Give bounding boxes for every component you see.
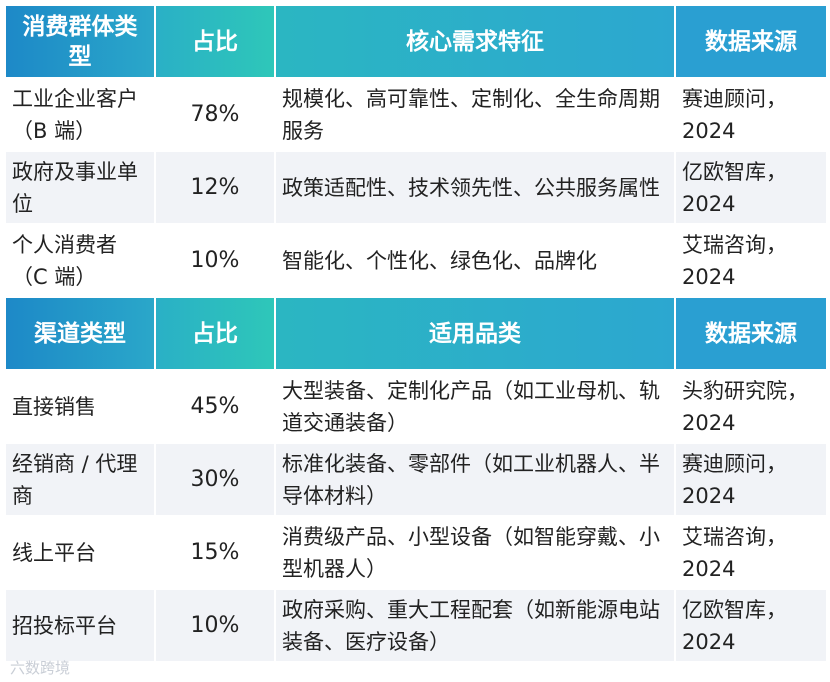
table-row: 经销商 / 代理商 30% 标准化装备、零部件（如工业机器人、半导体材料） 赛迪… — [6, 444, 826, 515]
header-share: 占比 — [156, 298, 274, 369]
table-row: 工业企业客户（B 端） 78% 规模化、高可靠性、定制化、全生命周期服务 赛迪顾… — [6, 79, 826, 150]
consumer-header-row: 消费群体类型 占比 核心需求特征 数据来源 — [6, 6, 826, 77]
table-row: 线上平台 15% 消费级产品、小型设备（如智能穿戴、小型机器人） 艾瑞咨询，20… — [6, 517, 826, 588]
header-category: 适用品类 — [276, 298, 674, 369]
header-source: 数据来源 — [676, 298, 826, 369]
cell-channel-type: 直接销售 — [6, 371, 154, 442]
cell-channel-type: 招投标平台 — [6, 590, 154, 661]
header-core-needs: 核心需求特征 — [276, 6, 674, 77]
table-row: 政府及事业单位 12% 政策适配性、技术领先性、公共服务属性 亿欧智库，2024 — [6, 152, 826, 223]
header-source: 数据来源 — [676, 6, 826, 77]
cell-share: 12% — [156, 152, 274, 223]
cell-share: 15% — [156, 517, 274, 588]
cell-consumer-type: 政府及事业单位 — [6, 152, 154, 223]
cell-consumer-type: 工业企业客户（B 端） — [6, 79, 154, 150]
cell-share: 78% — [156, 79, 274, 150]
watermark: 六数跨境 — [10, 659, 71, 677]
cell-category: 政府采购、重大工程配套（如新能源电站装备、医疗设备） — [276, 590, 674, 661]
cell-category: 大型装备、定制化产品（如工业母机、轨道交通装备） — [276, 371, 674, 442]
cell-share: 45% — [156, 371, 274, 442]
cell-category: 消费级产品、小型设备（如智能穿戴、小型机器人） — [276, 517, 674, 588]
cell-category: 标准化装备、零部件（如工业机器人、半导体材料） — [276, 444, 674, 515]
header-consumer-type: 消费群体类型 — [6, 6, 154, 77]
cell-source: 赛迪顾问，2024 — [676, 444, 826, 515]
cell-source: 艾瑞咨询，2024 — [676, 225, 826, 296]
data-table: 消费群体类型 占比 核心需求特征 数据来源 工业企业客户（B 端） 78% 规模… — [4, 4, 828, 663]
cell-share: 30% — [156, 444, 274, 515]
cell-source: 亿欧智库，2024 — [676, 152, 826, 223]
header-channel-type: 渠道类型 — [6, 298, 154, 369]
table-row: 招投标平台 10% 政府采购、重大工程配套（如新能源电站装备、医疗设备） 亿欧智… — [6, 590, 826, 661]
cell-source: 亿欧智库，2024 — [676, 590, 826, 661]
cell-share: 10% — [156, 590, 274, 661]
cell-core-needs: 政策适配性、技术领先性、公共服务属性 — [276, 152, 674, 223]
cell-core-needs: 智能化、个性化、绿色化、品牌化 — [276, 225, 674, 296]
cell-source: 赛迪顾问，2024 — [676, 79, 826, 150]
cell-channel-type: 线上平台 — [6, 517, 154, 588]
cell-core-needs: 规模化、高可靠性、定制化、全生命周期服务 — [276, 79, 674, 150]
table-row: 个人消费者（C 端） 10% 智能化、个性化、绿色化、品牌化 艾瑞咨询，2024 — [6, 225, 826, 296]
channel-header-row: 渠道类型 占比 适用品类 数据来源 — [6, 298, 826, 369]
cell-source: 艾瑞咨询，2024 — [676, 517, 826, 588]
cell-share: 10% — [156, 225, 274, 296]
header-share: 占比 — [156, 6, 274, 77]
cell-source: 头豹研究院，2024 — [676, 371, 826, 442]
cell-consumer-type: 个人消费者（C 端） — [6, 225, 154, 296]
table-row: 直接销售 45% 大型装备、定制化产品（如工业母机、轨道交通装备） 头豹研究院，… — [6, 371, 826, 442]
cell-channel-type: 经销商 / 代理商 — [6, 444, 154, 515]
